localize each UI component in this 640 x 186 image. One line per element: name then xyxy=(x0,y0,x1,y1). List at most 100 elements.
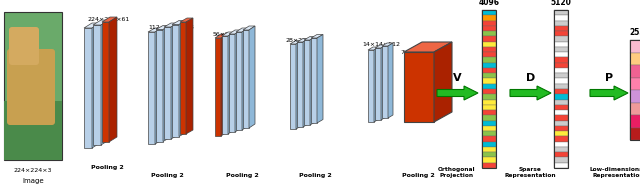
Text: P: P xyxy=(605,73,613,83)
Text: Image: Image xyxy=(22,178,44,184)
Bar xyxy=(554,136,568,142)
Polygon shape xyxy=(304,36,316,40)
Bar xyxy=(630,40,640,52)
Polygon shape xyxy=(215,38,221,136)
Polygon shape xyxy=(84,28,92,148)
Text: D: D xyxy=(526,73,535,83)
Polygon shape xyxy=(102,22,109,142)
Bar xyxy=(630,115,640,127)
Bar xyxy=(554,31,568,36)
Bar xyxy=(554,147,568,152)
Polygon shape xyxy=(375,48,381,120)
Bar xyxy=(482,52,496,57)
Bar xyxy=(482,10,496,168)
Polygon shape xyxy=(84,23,100,28)
Text: Orthogonal
Projection: Orthogonal Projection xyxy=(438,167,476,178)
Text: 112×112×128: 112×112×128 xyxy=(148,25,194,30)
Polygon shape xyxy=(368,47,379,50)
Polygon shape xyxy=(388,43,393,118)
Polygon shape xyxy=(155,28,162,144)
Bar xyxy=(554,94,568,100)
Bar xyxy=(482,42,496,47)
Polygon shape xyxy=(375,45,386,48)
Bar xyxy=(554,121,568,126)
Polygon shape xyxy=(215,34,227,38)
Polygon shape xyxy=(434,42,452,122)
Bar xyxy=(482,110,496,115)
Bar xyxy=(482,158,496,163)
Bar xyxy=(554,110,568,115)
Text: 28×28×512: 28×28×512 xyxy=(285,38,323,43)
Polygon shape xyxy=(102,17,117,22)
Bar xyxy=(630,52,640,65)
Polygon shape xyxy=(156,25,170,30)
Bar xyxy=(630,78,640,90)
Text: Sparse
Representation: Sparse Representation xyxy=(504,167,556,178)
Bar xyxy=(554,73,568,78)
Polygon shape xyxy=(311,34,323,38)
Polygon shape xyxy=(249,26,255,128)
Bar xyxy=(554,63,568,68)
Bar xyxy=(554,84,568,89)
Polygon shape xyxy=(303,39,309,127)
Bar xyxy=(482,78,496,84)
Bar xyxy=(482,73,496,78)
Polygon shape xyxy=(236,32,242,130)
Polygon shape xyxy=(164,23,178,27)
Polygon shape xyxy=(590,86,628,100)
Polygon shape xyxy=(93,20,109,25)
Bar xyxy=(554,36,568,42)
Bar xyxy=(482,15,496,20)
Bar xyxy=(630,127,640,140)
Polygon shape xyxy=(243,30,249,128)
Bar xyxy=(554,131,568,136)
Text: 14×14×512: 14×14×512 xyxy=(362,42,400,47)
Bar xyxy=(482,105,496,110)
Bar xyxy=(4,12,62,160)
Bar xyxy=(4,101,62,160)
Polygon shape xyxy=(374,47,379,122)
Text: 4096: 4096 xyxy=(479,0,499,7)
Polygon shape xyxy=(297,42,303,127)
Bar xyxy=(554,115,568,121)
Polygon shape xyxy=(311,38,317,123)
FancyBboxPatch shape xyxy=(9,27,39,65)
Polygon shape xyxy=(317,34,323,123)
Bar xyxy=(554,10,568,15)
Bar xyxy=(482,121,496,126)
Bar xyxy=(630,40,640,140)
Bar xyxy=(554,10,568,168)
Polygon shape xyxy=(164,27,171,139)
Bar xyxy=(630,102,640,115)
Bar xyxy=(482,142,496,147)
Text: Pooling 2: Pooling 2 xyxy=(150,172,184,177)
Polygon shape xyxy=(163,25,170,142)
Bar xyxy=(482,68,496,73)
Text: V: V xyxy=(453,73,462,83)
Bar xyxy=(554,47,568,52)
Text: Pooling 2: Pooling 2 xyxy=(91,164,124,169)
Polygon shape xyxy=(243,26,255,30)
Polygon shape xyxy=(290,44,296,129)
Polygon shape xyxy=(382,43,393,46)
Bar xyxy=(554,26,568,31)
Polygon shape xyxy=(180,22,186,134)
Bar xyxy=(482,36,496,42)
Bar xyxy=(482,63,496,68)
Bar xyxy=(482,84,496,89)
Polygon shape xyxy=(368,50,374,122)
Polygon shape xyxy=(437,86,478,100)
Bar xyxy=(554,105,568,110)
Bar xyxy=(482,57,496,63)
Bar xyxy=(482,10,496,15)
Bar xyxy=(482,147,496,152)
Polygon shape xyxy=(510,86,551,100)
Polygon shape xyxy=(381,45,386,120)
Bar xyxy=(554,68,568,73)
Polygon shape xyxy=(148,28,162,32)
Polygon shape xyxy=(404,52,434,122)
Bar xyxy=(482,131,496,136)
Polygon shape xyxy=(229,34,235,132)
Bar xyxy=(554,142,568,147)
Text: 224×224×61: 224×224×61 xyxy=(88,17,131,22)
